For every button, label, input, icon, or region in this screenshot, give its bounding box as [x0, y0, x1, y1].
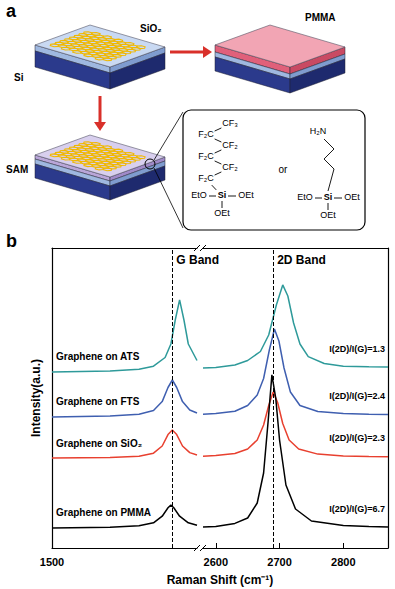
svg-text:I(2D)/I(G)=6.7: I(2D)/I(G)=6.7 — [329, 504, 385, 514]
svg-text:Si: Si — [14, 72, 24, 83]
svg-text:OEt: OEt — [344, 192, 360, 202]
svg-text:G Band: G Band — [176, 253, 219, 267]
svg-text:CF₃: CF₃ — [222, 118, 238, 128]
svg-text:2700: 2700 — [267, 556, 291, 568]
svg-text:Graphene on PMMA: Graphene on PMMA — [56, 507, 151, 518]
svg-text:b: b — [6, 231, 17, 251]
svg-text:H₂N: H₂N — [310, 126, 327, 136]
svg-text:F₂C: F₂C — [198, 173, 214, 183]
svg-text:I(2D)/I(G)=2.4: I(2D)/I(G)=2.4 — [329, 391, 385, 401]
svg-text:SAM: SAM — [6, 164, 28, 175]
svg-text:CF₂: CF₂ — [222, 140, 238, 150]
svg-text:a: a — [6, 1, 17, 21]
svg-text:1500: 1500 — [40, 556, 64, 568]
svg-text:Raman Shift (cm⁻¹): Raman Shift (cm⁻¹) — [167, 573, 274, 587]
svg-text:SiO₂: SiO₂ — [140, 23, 162, 34]
svg-text:Si: Si — [324, 192, 333, 202]
svg-text:Si: Si — [218, 190, 227, 200]
svg-text:EtO: EtO — [297, 192, 313, 202]
svg-text:CF₂: CF₂ — [222, 162, 238, 172]
svg-text:Graphene on SiO₂: Graphene on SiO₂ — [56, 438, 142, 449]
svg-text:Graphene on FTS: Graphene on FTS — [56, 396, 140, 407]
svg-text:EtO: EtO — [191, 190, 207, 200]
svg-text:I(2D)/I(G)=2.3: I(2D)/I(G)=2.3 — [329, 433, 385, 443]
svg-text:2800: 2800 — [331, 556, 355, 568]
svg-text:2D Band: 2D Band — [277, 253, 326, 267]
svg-text:2600: 2600 — [204, 556, 228, 568]
svg-text:F₂C: F₂C — [198, 129, 214, 139]
svg-text:OEt: OEt — [214, 208, 230, 218]
svg-text:or: or — [279, 164, 289, 175]
svg-text:F₂C: F₂C — [198, 151, 214, 161]
svg-text:OEt: OEt — [238, 190, 254, 200]
svg-text:PMMA: PMMA — [305, 12, 336, 23]
svg-text:OEt: OEt — [320, 210, 336, 220]
svg-text:Intensity(a.u.): Intensity(a.u.) — [29, 359, 43, 437]
svg-text:Graphene on ATS: Graphene on ATS — [56, 351, 140, 362]
svg-text:I(2D)/I(G)=1.3: I(2D)/I(G)=1.3 — [329, 344, 385, 354]
